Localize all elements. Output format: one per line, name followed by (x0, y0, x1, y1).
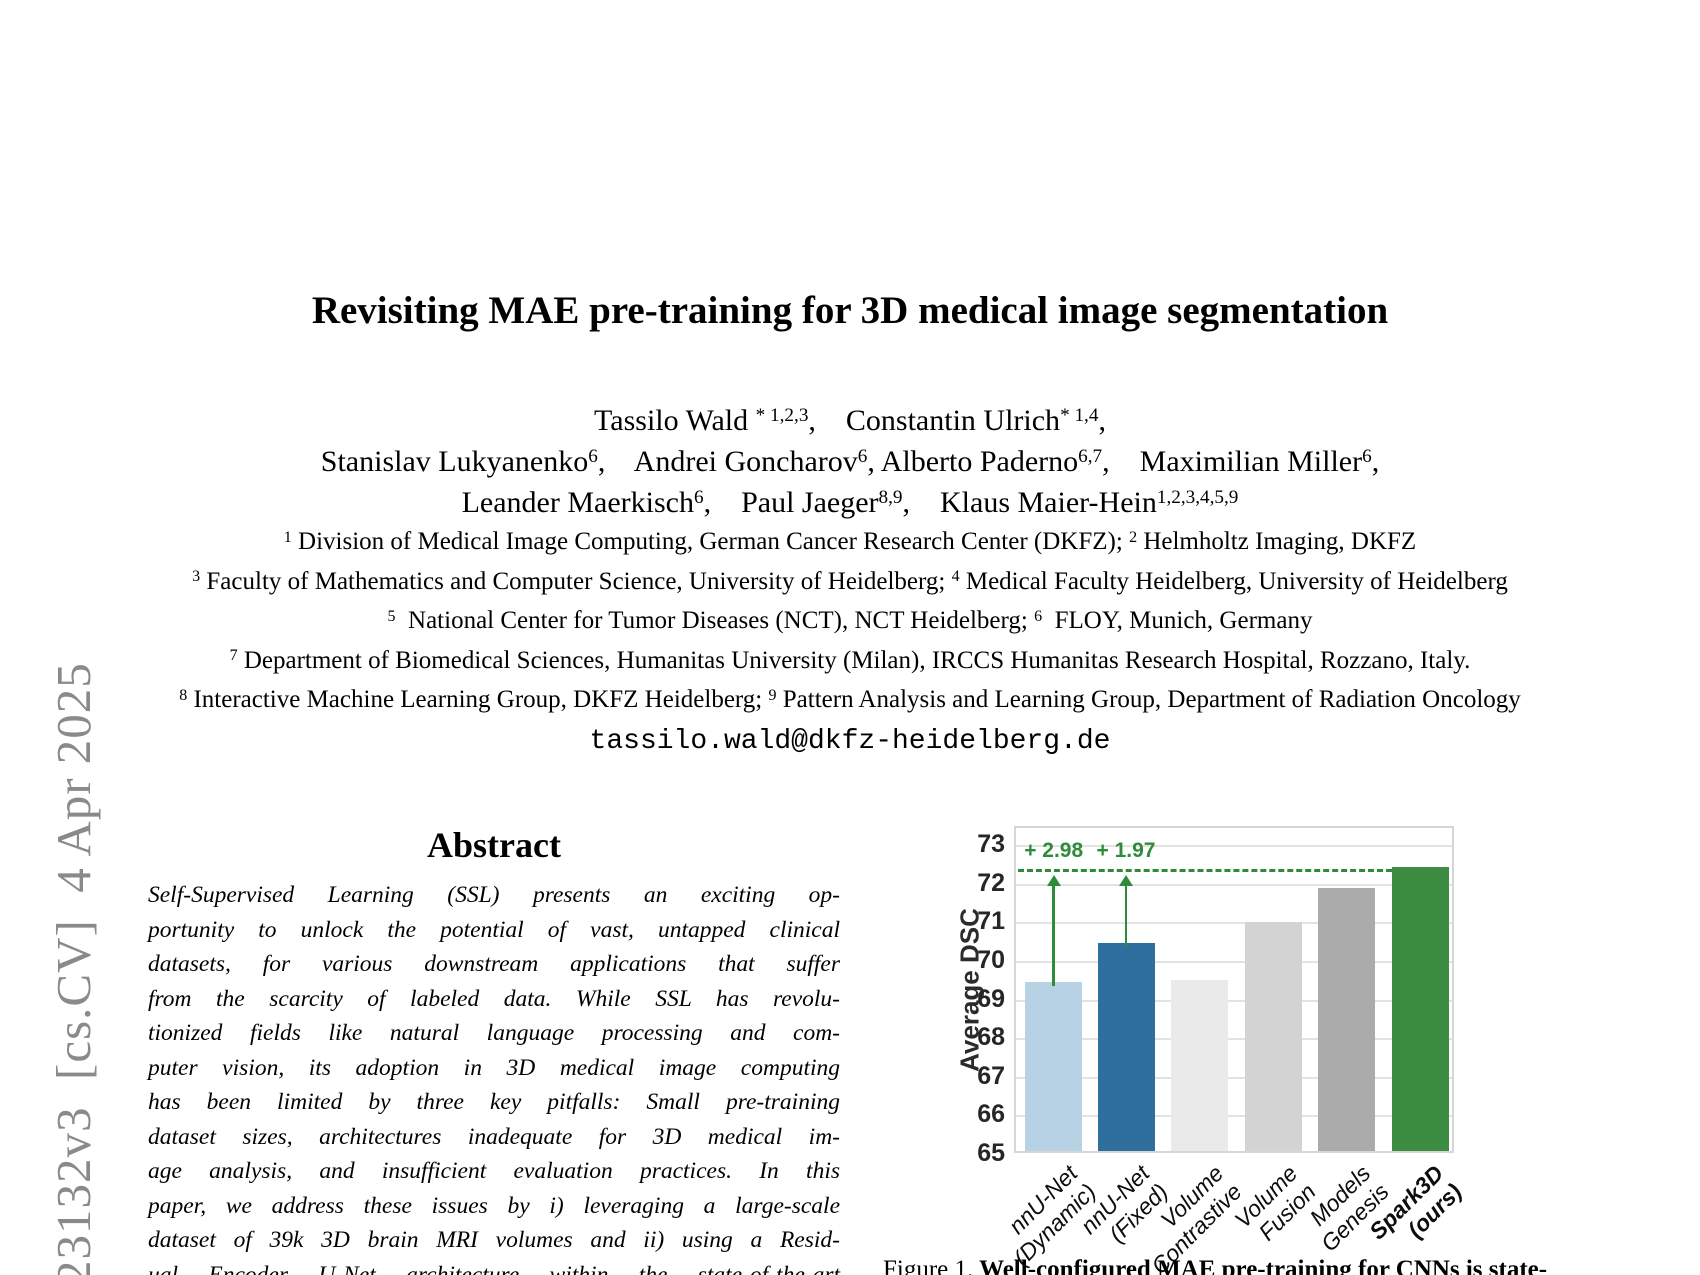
abstract-line: Self-Supervised Learning (SSL) presents … (148, 882, 840, 908)
contact-email: tassilo.wald@dkfz-heidelberg.de (589, 726, 1111, 757)
gridline (1016, 845, 1452, 848)
abstract-line: tionized fields like natural language pr… (148, 1020, 840, 1046)
gridline (1016, 883, 1452, 886)
author-line: Leander Maerkisch6, Paul Jaeger8,9, Klau… (461, 486, 1239, 519)
arrow-head-icon (1119, 874, 1133, 886)
abstract-line: datasets, for various downstream applica… (148, 951, 840, 977)
gridline (1016, 999, 1452, 1002)
y-tick-label: 69 (977, 984, 1005, 1013)
gridline (1016, 1076, 1452, 1079)
gridline (1016, 1115, 1452, 1118)
y-tick-label: 66 (977, 1100, 1005, 1129)
abstract-heading: Abstract (427, 825, 561, 865)
author-line: Stanislav Lukyanenko6, Andrei Goncharov6… (320, 445, 1380, 478)
bar-chart-plot-area: + 2.98 + 1.97 (1014, 826, 1454, 1153)
abstract-line: dataset sizes, architectures inadequate … (148, 1123, 840, 1150)
bar-nnu-net-(dynamic) (1025, 981, 1083, 1151)
author-block: Tassilo Wald * 1,2,3, Constantin Ulrich*… (0, 400, 1700, 523)
bar-volume-contrastive (1171, 980, 1229, 1151)
figure-caption: Figure 1. Well-configured MAE pre-traini… (883, 1256, 1555, 1275)
abstract-line: puter vision, its adoption in 3D medical… (148, 1054, 840, 1081)
y-tick-label: 68 (977, 1023, 1005, 1052)
arrow-shaft (1124, 883, 1128, 947)
y-tick-label: 71 (977, 907, 1005, 936)
abstract-line: dataset of 39k 3D brain MRI volumes and … (148, 1227, 840, 1253)
figure-caption-text: Well-configured MAE pre-training for CNN… (973, 1256, 1548, 1275)
figure-caption-label: Figure 1. (883, 1256, 974, 1275)
abstract-body: Self-Supervised Learning (SSL) presents … (148, 878, 840, 1275)
arrow-head-icon (1046, 874, 1061, 886)
abstract-line: ual Encoder U-Net architecture within th… (148, 1261, 840, 1275)
bar-nnu-net-(fixed) (1097, 942, 1155, 1151)
bar-volume-fusion (1245, 922, 1303, 1151)
affiliation-line: 1 Division of Medical Image Computing, G… (283, 528, 1417, 555)
y-tick-label: 73 (977, 830, 1005, 859)
improvement-arrow (1046, 874, 1061, 986)
affiliation-line: 7 Department of Biomedical Sciences, Hum… (229, 646, 1471, 674)
abstract-line: age analysis, and insufficient evaluatio… (148, 1158, 840, 1184)
improvement-label: + 1.97 (1096, 838, 1156, 862)
affiliation-line: 8 Interactive Machine Learning Group, DK… (179, 686, 1521, 713)
author-line: Tassilo Wald * 1,2,3, Constantin Ulrich*… (594, 404, 1106, 437)
paper-title: Revisiting MAE pre-training for 3D medic… (311, 289, 1389, 332)
abstract-line: from the scarcity of labeled data. While… (148, 985, 840, 1012)
gridline (1016, 960, 1452, 963)
y-tick-label: 70 (977, 945, 1005, 974)
abstract-line: paper, we address these issues by i) lev… (148, 1192, 840, 1219)
arrow-shaft (1052, 883, 1055, 986)
affiliation-line: 3 Faculty of Mathematics and Computer Sc… (192, 567, 1508, 595)
improvement-label: + 2.98 (1024, 838, 1084, 862)
y-tick-label: 65 (977, 1139, 1005, 1167)
affiliation-block: 1 Division of Medical Image Computing, G… (0, 522, 1700, 720)
improvement-arrow (1119, 874, 1133, 947)
abstract-line: portunity to unlock the potential of vas… (148, 916, 840, 943)
gridline (1016, 922, 1452, 925)
reference-dashed-line (1018, 869, 1392, 873)
bar-models-genesis (1318, 887, 1376, 1151)
y-tick-label: 72 (977, 868, 1005, 897)
affiliation-line: 5 National Center for Tumor Diseases (NC… (387, 607, 1313, 634)
bar-spark3d-(ours) (1391, 866, 1449, 1151)
gridline (1016, 1038, 1452, 1041)
abstract-line: has been limited by three key pitfalls: … (148, 1089, 840, 1115)
y-tick-label: 67 (977, 1061, 1005, 1090)
